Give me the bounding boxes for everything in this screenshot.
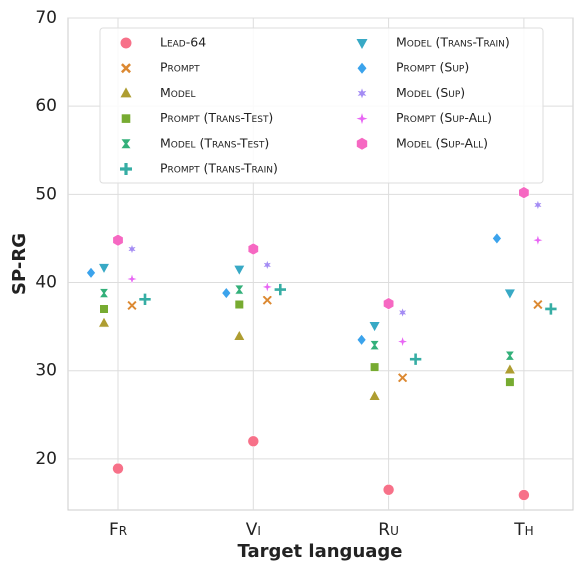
legend-marker — [356, 39, 368, 49]
legend-label: Prompt (Sup-All) — [396, 110, 492, 125]
legend-frame — [99, 27, 544, 184]
legend-label: Model (Sup-All) — [396, 135, 488, 150]
x-tick-label: Ru — [378, 520, 399, 540]
legend-marker — [120, 163, 132, 175]
point — [518, 186, 530, 199]
legend-marker — [121, 139, 131, 149]
point — [532, 299, 544, 310]
point — [112, 233, 124, 247]
legend-marker — [356, 137, 368, 150]
legend-marker — [120, 37, 132, 49]
point — [505, 377, 515, 387]
legend-marker — [121, 63, 131, 74]
point — [409, 352, 422, 366]
legend-label: Model (Trans-Test) — [160, 135, 269, 150]
point — [126, 300, 138, 311]
point — [518, 489, 530, 501]
point — [396, 335, 410, 349]
point — [97, 316, 111, 328]
point — [260, 280, 274, 294]
legend-label: Prompt (Trans-Test) — [160, 110, 273, 125]
legend-marker — [121, 114, 131, 123]
y-tick-label: 70 — [35, 8, 57, 28]
legend-marker — [120, 87, 132, 98]
point — [125, 272, 139, 286]
point — [126, 243, 138, 255]
legend: Lead-64 Prompt Model Prompt (Trans-Test) Mod… — [120, 35, 510, 176]
x-tick-label: Vi — [246, 520, 261, 540]
point — [503, 363, 516, 375]
point — [86, 266, 96, 279]
point — [234, 299, 244, 310]
point — [234, 284, 245, 295]
x-tick-label: Fr — [109, 520, 127, 540]
point — [138, 292, 152, 306]
y-axis-label: SP-RG — [9, 233, 30, 295]
legend-label: Model (Sup) — [396, 85, 465, 100]
point — [492, 232, 502, 245]
point — [382, 483, 395, 496]
point — [532, 199, 544, 211]
point — [544, 302, 558, 316]
y-tick-label: 30 — [35, 361, 57, 381]
point — [369, 340, 380, 350]
point — [221, 287, 232, 300]
point — [397, 372, 409, 384]
point — [370, 362, 380, 372]
point — [97, 263, 111, 275]
point — [261, 294, 273, 306]
marks — [86, 186, 558, 501]
point — [383, 297, 395, 311]
point — [273, 283, 287, 296]
legend-label: Lead-64 — [160, 35, 206, 50]
point — [397, 306, 408, 319]
y-tick-label: 60 — [35, 96, 57, 116]
y-tick-label: 40 — [35, 273, 57, 293]
legend-label: Prompt (Trans-Train) — [160, 161, 278, 176]
point — [356, 333, 367, 346]
legend-label: Prompt (Sup) — [396, 60, 469, 75]
point — [503, 288, 516, 300]
x-tick-label: Th — [513, 520, 533, 540]
point — [368, 321, 381, 333]
legend-label: Model — [160, 85, 196, 100]
point — [247, 435, 260, 448]
legend-label: Prompt — [160, 60, 200, 75]
legend-marker — [356, 113, 368, 125]
point — [99, 304, 109, 314]
point — [531, 233, 545, 247]
point — [233, 264, 246, 276]
y-tick-label: 20 — [35, 449, 57, 469]
point — [247, 242, 259, 256]
point — [504, 350, 515, 361]
y-tick-label: 50 — [35, 184, 57, 204]
point — [112, 462, 124, 475]
legend-label: Model (Trans-Train) — [396, 35, 510, 50]
point — [262, 258, 273, 271]
point — [368, 389, 381, 401]
x-axis-label: Target language — [237, 541, 402, 562]
legend-marker — [357, 62, 367, 74]
point — [98, 288, 110, 298]
point — [233, 329, 246, 341]
legend-marker — [357, 88, 367, 99]
